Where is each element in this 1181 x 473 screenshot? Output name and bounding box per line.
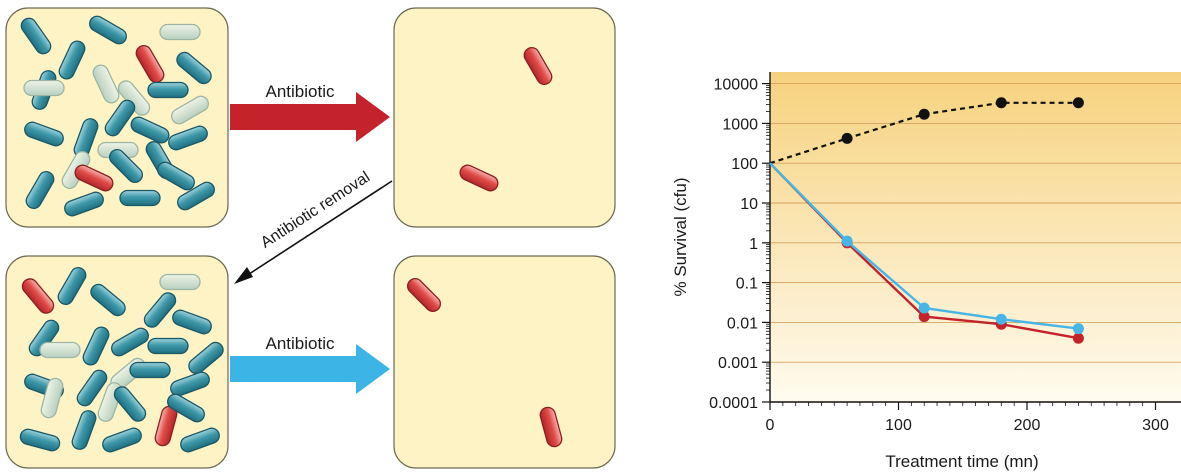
gridlines xyxy=(770,83,1181,363)
first-treatment-series-point xyxy=(1072,332,1084,344)
antibiotic-removal-arrow xyxy=(245,180,393,277)
bacterium-cell xyxy=(76,369,108,407)
faded-cell xyxy=(39,341,81,359)
antibiotic-label-top: Antibiotic xyxy=(266,82,335,101)
persister-cell xyxy=(74,164,114,192)
antibiotic-label-bottom: Antibiotic xyxy=(266,334,335,353)
control-series-point xyxy=(995,97,1007,109)
series-layer xyxy=(769,97,1084,344)
bacterium-cell xyxy=(111,327,149,357)
bacterium-cell xyxy=(109,149,143,183)
faded-cell xyxy=(159,23,201,41)
bacterium-cell xyxy=(170,371,210,397)
bacterium-cell xyxy=(102,427,142,453)
second-treatment-series-point xyxy=(918,302,930,314)
control-series-point xyxy=(841,132,853,144)
panel-after-second-antibiotic xyxy=(393,255,616,469)
control-series-point xyxy=(1072,97,1084,109)
survival-chart: 10000 1000 100 10 1 0.1 0.01 0.001 0.0001 0 100 200… xyxy=(671,72,1181,471)
bacterium-cell xyxy=(129,361,171,379)
antibiotic-removal-label: Antibiotic removal xyxy=(258,169,373,252)
y-tick-label: 0.001 xyxy=(718,355,758,372)
x-axis-label: Treatment time (mn) xyxy=(885,452,1038,471)
bacterium-cell xyxy=(147,337,189,355)
y-tick-label: 10 xyxy=(740,196,758,213)
bacterium-cell xyxy=(176,51,212,85)
bacterium-cell xyxy=(25,171,55,209)
persister-cell xyxy=(135,45,165,83)
plot-background xyxy=(770,72,1181,402)
bacterium-cell xyxy=(90,283,126,317)
antibiotic-arrow-blue xyxy=(230,344,390,394)
persister-cell xyxy=(21,278,55,314)
bacterium-cell xyxy=(64,191,104,217)
bacterium-cell xyxy=(172,309,212,335)
control-series-point xyxy=(918,108,930,120)
bacterium-cell xyxy=(58,40,86,80)
faded-cell xyxy=(92,64,120,104)
bacterium-cell xyxy=(113,386,147,422)
second-treatment-series-point xyxy=(841,235,853,247)
bacterium-cell xyxy=(147,81,189,99)
y-tick-label: 1 xyxy=(749,236,758,253)
y-tick-label: 0.1 xyxy=(736,276,758,293)
x-tick-label: 300 xyxy=(1142,417,1169,434)
bacterium-cell xyxy=(167,393,205,423)
x-tick-label: 0 xyxy=(766,417,775,434)
bacterium-cell xyxy=(143,292,177,328)
bacterium-cell xyxy=(177,181,215,211)
bacteria-cells xyxy=(19,15,563,453)
y-tick-label: 100 xyxy=(731,156,758,173)
bacterium-cell xyxy=(104,99,136,137)
control-series-line xyxy=(769,101,1079,165)
bacterium-cell xyxy=(130,116,170,144)
faded-cell xyxy=(159,273,201,291)
persister-cell xyxy=(523,47,553,85)
bacterium-cell xyxy=(168,125,208,151)
persister-cell xyxy=(407,278,441,312)
bacterium-cell xyxy=(82,326,110,366)
faded-cell xyxy=(171,95,209,125)
bacterium-cell xyxy=(119,189,161,207)
antibiotic-removal-arrowhead xyxy=(234,267,253,284)
y-tick-label: 0.01 xyxy=(727,315,758,332)
second-treatment-series-point xyxy=(995,313,1007,325)
persister-cell xyxy=(539,406,563,448)
first-treatment-series-point xyxy=(918,311,930,323)
bacterium-cell xyxy=(24,121,64,147)
second-treatment-series-point xyxy=(1072,323,1084,335)
faded-cell xyxy=(40,377,64,419)
x-tick-label: 200 xyxy=(1014,417,1041,434)
bacterium-cell xyxy=(20,17,52,55)
axis-ticks: 10000 1000 100 10 1 0.1 0.01 0.001 0.0001 0 100 200… xyxy=(709,77,1169,434)
y-tick-label: 0.0001 xyxy=(709,395,758,412)
bacterium-cell xyxy=(180,427,220,453)
bacterium-cell xyxy=(19,428,61,452)
persister-cell xyxy=(459,164,499,192)
faded-cell xyxy=(23,79,65,97)
panel-after-antibiotic xyxy=(393,7,616,228)
antibiotic-arrow-red xyxy=(230,92,390,142)
bacterium-cell xyxy=(89,15,127,45)
bacterium-cell xyxy=(57,267,87,305)
y-tick-label: 1000 xyxy=(722,116,758,133)
y-tick-label: 10000 xyxy=(714,77,759,94)
bacterium-cell xyxy=(71,410,97,450)
bacterium-cell xyxy=(188,341,224,375)
y-axis-label: % Survival (cfu) xyxy=(671,177,690,296)
x-tick-label: 100 xyxy=(885,417,912,434)
bacterium-cell xyxy=(157,161,195,191)
